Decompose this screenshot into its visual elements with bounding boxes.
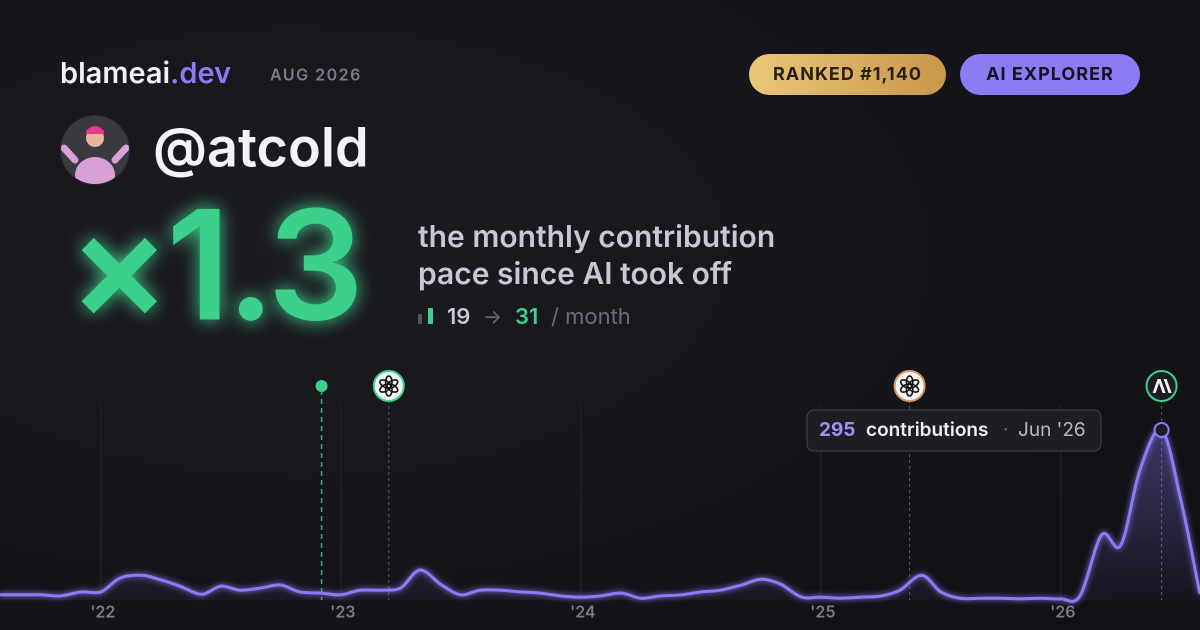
logo-petal — [379, 379, 392, 389]
brand-name: blameai — [60, 55, 170, 90]
event-marker — [372, 370, 405, 600]
date: AUG 2026 — [270, 64, 362, 84]
event-marker — [1145, 370, 1178, 600]
bar-icon — [418, 314, 422, 324]
x-tick-label: '24 — [570, 601, 596, 621]
tooltip-value: 295 — [819, 418, 855, 441]
hover-point — [1153, 421, 1170, 438]
brand: blameai.dev — [60, 55, 231, 90]
tooltip-unit: contributions — [866, 418, 988, 441]
multiplier: ×1.3 — [68, 172, 360, 356]
x-tick-label: '23 — [330, 601, 355, 621]
event-marker — [315, 380, 328, 600]
brand-suffix: .dev — [170, 55, 231, 90]
avatar — [60, 115, 130, 185]
event-dot — [315, 380, 328, 392]
area — [0, 429, 1200, 602]
event-icon — [372, 370, 405, 402]
tooltip-box — [806, 409, 1102, 452]
event-marker — [893, 370, 926, 600]
chart: '22 '23 '24 '25 '26 295 contributions · Jun '26 — [0, 370, 1200, 621]
tier-badge-text: AI EXPLORER — [986, 64, 1114, 85]
logo-mark — [1152, 379, 1172, 393]
rank-badge-text: RANKED #1,140 — [773, 64, 922, 85]
handle: @atcold — [153, 116, 369, 181]
description-line: the monthly contribution — [418, 219, 775, 255]
tooltip-date: Jun '26 — [1018, 418, 1086, 441]
description-line: pace since AI took off — [418, 256, 732, 292]
rank-badge — [749, 54, 946, 95]
pace-before: 19 — [447, 304, 470, 330]
tooltip: 295 contributions · Jun '26 — [806, 409, 1102, 452]
x-tick-label: '25 — [810, 601, 835, 621]
tier-badge — [960, 54, 1140, 95]
x-tick-label: '22 — [90, 601, 115, 621]
x-tick-label: '26 — [1050, 601, 1075, 621]
tooltip-sep: · — [1003, 418, 1008, 441]
logo-petal — [899, 379, 913, 389]
arrow: → — [483, 304, 502, 328]
event-icon — [893, 370, 926, 402]
pace-unit: / month — [551, 304, 631, 330]
line — [0, 427, 1200, 603]
pace-after: 31 — [515, 304, 538, 330]
bar-icon — [428, 308, 433, 324]
